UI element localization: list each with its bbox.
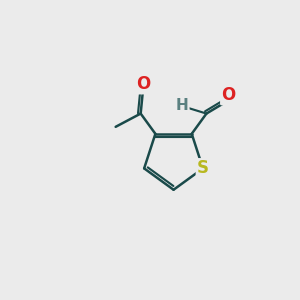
Text: O: O (136, 75, 150, 93)
Text: O: O (221, 86, 236, 104)
Text: H: H (176, 98, 188, 113)
Text: S: S (197, 159, 209, 177)
